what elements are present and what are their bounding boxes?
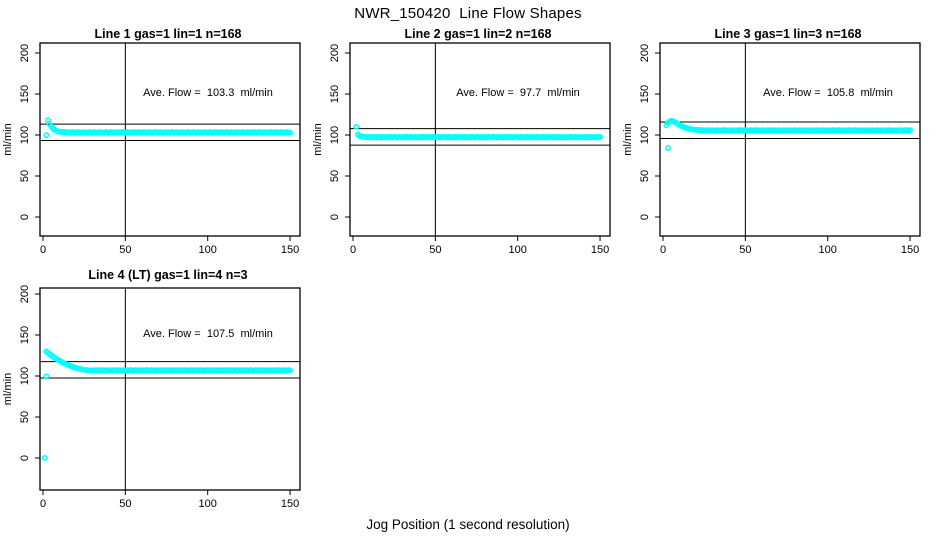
plot-canvas: 0 50 100 150 0 50 100 150 200 ml/min bbox=[622, 42, 921, 256]
data-points bbox=[41, 348, 293, 461]
x-tick-label: 50 bbox=[119, 498, 131, 510]
y-tick-label: 0 bbox=[19, 455, 31, 461]
x-tick-label: 150 bbox=[281, 244, 299, 256]
y-tick-label: 50 bbox=[639, 170, 651, 182]
y-axis-label: ml/min bbox=[312, 123, 324, 155]
y-tick-label: 0 bbox=[639, 214, 651, 220]
data-point bbox=[664, 145, 671, 152]
x-tick-label: 0 bbox=[350, 244, 356, 256]
panel-title: Line 3 gas=1 lin=3 n=168 bbox=[714, 27, 862, 41]
y-tick-label: 200 bbox=[639, 44, 651, 62]
y-tick-label: 0 bbox=[19, 214, 31, 220]
ave-flow-annotation: Ave. Flow = 107.5 ml/min bbox=[143, 328, 273, 340]
x-tick-label: 100 bbox=[199, 498, 217, 510]
x-axis-title: Jog Position (1 second resolution) bbox=[366, 517, 570, 532]
y-tick-label: 50 bbox=[19, 170, 31, 182]
panel-line-3: Line 3 gas=1 lin=3 n=168 Ave. Flow = 105… bbox=[620, 25, 932, 275]
ave-flow-annotation: Ave. Flow = 97.7 ml/min bbox=[456, 87, 580, 99]
data-points bbox=[353, 123, 603, 141]
panel-title: Line 4 (LT) gas=1 lin=4 n=3 bbox=[88, 268, 248, 282]
x-tick-label: 50 bbox=[739, 244, 751, 256]
y-tick-label: 200 bbox=[19, 44, 31, 62]
plot-canvas: 0 50 100 150 0 50 100 150 200 ml/min bbox=[312, 42, 611, 256]
ave-flow-annotation: Ave. Flow = 105.8 ml/min bbox=[763, 87, 893, 99]
data-points bbox=[43, 117, 293, 139]
plot-box bbox=[39, 42, 301, 237]
y-tick-label: 0 bbox=[329, 214, 341, 220]
panel-title: Line 2 gas=1 lin=2 n=168 bbox=[404, 27, 552, 41]
data-point bbox=[597, 134, 603, 141]
y-tick-label: 100 bbox=[19, 126, 31, 144]
x-tick-label: 150 bbox=[901, 244, 919, 256]
data-points bbox=[663, 117, 913, 152]
y-tick-label: 100 bbox=[19, 367, 31, 385]
data-point bbox=[287, 367, 293, 374]
figure-title: NWR_150420 Line Flow Shapes bbox=[354, 5, 582, 22]
y-tick-label: 150 bbox=[329, 85, 341, 103]
y-tick-label: 150 bbox=[19, 85, 31, 103]
y-axis-label: ml/min bbox=[2, 373, 14, 405]
x-tick-label: 100 bbox=[509, 244, 527, 256]
data-point bbox=[43, 132, 50, 139]
y-axis-label: ml/min bbox=[2, 123, 14, 155]
y-tick-label: 150 bbox=[639, 85, 651, 103]
x-tick-label: 50 bbox=[119, 244, 131, 256]
x-tick-label: 0 bbox=[40, 244, 46, 256]
plot-box bbox=[39, 287, 301, 491]
y-tick-label: 150 bbox=[19, 326, 31, 344]
data-point bbox=[41, 455, 48, 461]
y-tick-label: 200 bbox=[19, 285, 31, 303]
x-tick-label: 0 bbox=[40, 498, 46, 510]
plot-box bbox=[659, 42, 921, 237]
plot-canvas: 0 50 100 150 0 50 100 150 200 ml/min bbox=[2, 285, 301, 510]
y-tick-label: 100 bbox=[639, 126, 651, 144]
plot-box bbox=[349, 42, 611, 237]
data-point bbox=[287, 129, 293, 136]
y-tick-label: 200 bbox=[329, 44, 341, 62]
plot-canvas: 0 50 100 150 0 50 100 150 200 ml/min bbox=[2, 42, 301, 256]
y-axis-label: ml/min bbox=[622, 123, 634, 155]
x-tick-label: 100 bbox=[819, 244, 837, 256]
x-tick-label: 50 bbox=[429, 244, 441, 256]
data-point bbox=[43, 373, 50, 380]
x-tick-label: 150 bbox=[591, 244, 609, 256]
x-tick-label: 150 bbox=[281, 498, 299, 510]
x-tick-label: 0 bbox=[660, 244, 666, 256]
x-tick-label: 100 bbox=[199, 244, 217, 256]
y-tick-label: 50 bbox=[19, 411, 31, 423]
panel-line-1: Line 1 gas=1 lin=1 n=168 Ave. Flow = 103… bbox=[0, 25, 312, 275]
ave-flow-annotation: Ave. Flow = 103.3 ml/min bbox=[143, 87, 273, 99]
panel-line-2: Line 2 gas=1 lin=2 n=168 Ave. Flow = 97.… bbox=[310, 25, 622, 275]
panel-title: Line 1 gas=1 lin=1 n=168 bbox=[94, 27, 242, 41]
data-point bbox=[907, 127, 913, 134]
y-tick-label: 50 bbox=[329, 170, 341, 182]
data-point bbox=[353, 123, 360, 130]
panel-line-4: Line 4 (LT) gas=1 lin=4 n=3 Ave. Flow = … bbox=[0, 266, 312, 518]
y-tick-label: 100 bbox=[329, 126, 341, 144]
